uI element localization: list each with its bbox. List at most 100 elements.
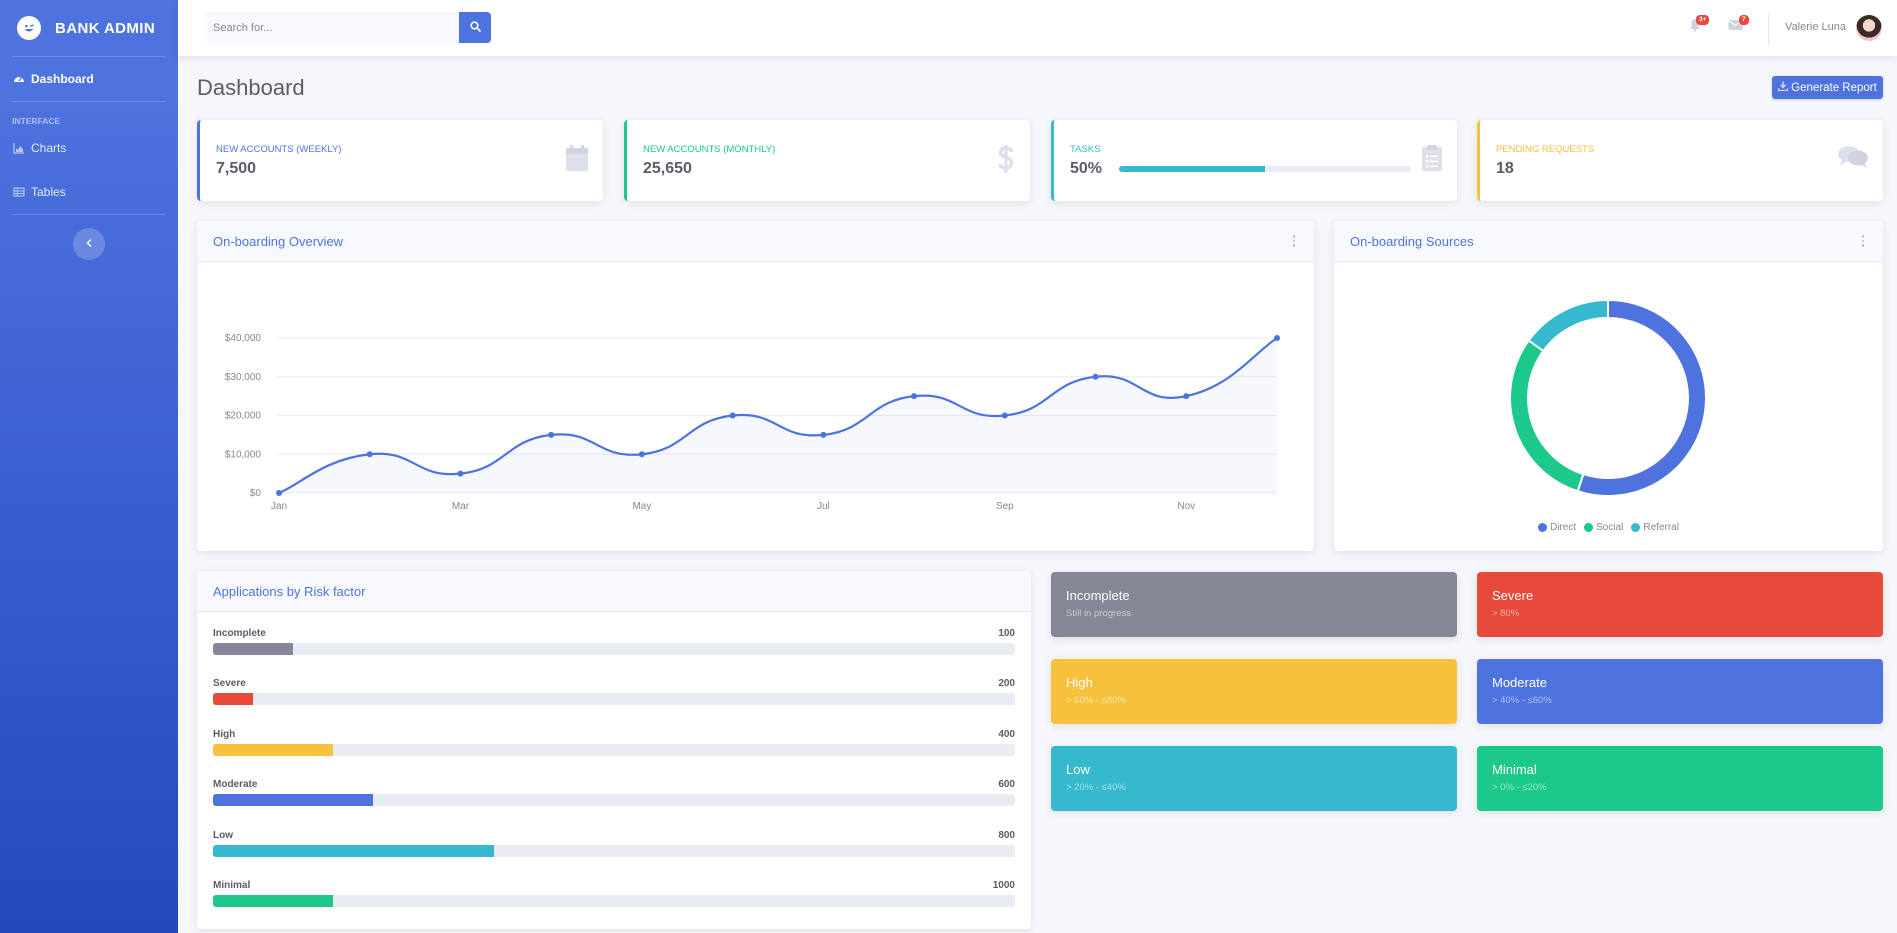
stat-value: 50% — [1070, 160, 1103, 177]
stat-value: 18 — [1496, 160, 1514, 177]
download-icon — [1778, 81, 1789, 94]
risk-row-high: High 400 — [213, 729, 1015, 769]
series-line — [278, 337, 1278, 495]
dollar-icon — [998, 144, 1014, 179]
risk-row-severe: Severe 200 — [213, 678, 1015, 718]
risk-tile-incomplete: Incomplete Still in progress — [1051, 572, 1457, 637]
topbar-divider — [1768, 13, 1769, 44]
risk-tile-minimal: Minimal > 0% - ≤20% — [1477, 746, 1883, 811]
data-point[interactable] — [1274, 335, 1280, 341]
tile-subtitle: > 80% — [1492, 608, 1520, 619]
risk-value: 1000 — [992, 880, 1015, 891]
search-button[interactable] — [459, 12, 491, 43]
legend-swatch — [1538, 523, 1548, 532]
messages-dropdown[interactable]: 7 — [1728, 15, 1749, 36]
legend-swatch — [1584, 523, 1594, 532]
legend-item-social[interactable]: Social — [1584, 522, 1623, 533]
donut-slice-social[interactable] — [1509, 338, 1585, 493]
risk-value: 200 — [998, 678, 1015, 690]
data-point[interactable] — [276, 490, 282, 496]
risk-row-low: Low 800 — [213, 830, 1015, 870]
more-vertical-icon[interactable] — [1290, 235, 1298, 247]
tile-subtitle: > 60% - ≤80% — [1066, 695, 1126, 706]
stat-value: 7,500 — [216, 160, 257, 177]
sidebar: BANK ADMIN Dashboard INTERFACE Charts Ta… — [0, 0, 178, 933]
sidebar-heading: INTERFACE — [12, 116, 61, 126]
sidebar-divider — [12, 56, 166, 57]
tile-subtitle: > 20% - ≤40% — [1066, 782, 1126, 793]
stat-label: TASKS — [1070, 144, 1101, 155]
risk-tile-severe: Severe > 80% — [1477, 572, 1883, 637]
brand[interactable]: BANK ADMIN — [0, 0, 178, 56]
donut-slice-referral[interactable] — [1527, 298, 1609, 353]
laugh-wink-icon — [17, 16, 41, 40]
chart-area-icon — [13, 142, 25, 154]
data-point[interactable] — [548, 431, 555, 438]
data-point[interactable] — [1001, 412, 1008, 419]
line-chart: $0 $10,000 $20,000 $30,000 $40,000 Jan Mar May J… — [225, 333, 1280, 512]
progress-fill — [213, 693, 254, 706]
data-point[interactable] — [366, 451, 373, 458]
risk-card: Applications by Risk factor Incomplete 10… — [197, 571, 1031, 929]
risk-progress-bar — [213, 895, 1015, 907]
risk-row-minimal: Minimal 1000 — [213, 880, 1015, 920]
stat-label: NEW ACCOUNTS (WEEKLY) — [216, 144, 342, 155]
donut-chart — [1509, 298, 1707, 497]
y-tick-label: $0 — [250, 488, 262, 499]
alerts-dropdown[interactable]: 3+ — [1688, 15, 1710, 37]
risk-value: 100 — [998, 628, 1015, 639]
stat-value: 25,650 — [643, 160, 692, 177]
card-title: On-boarding Overview — [213, 233, 344, 249]
table-icon — [13, 186, 25, 198]
stat-card-tasks: TASKS 50% — [1051, 120, 1457, 201]
donut-slice-direct[interactable] — [1576, 298, 1707, 497]
progress-fill — [213, 844, 494, 857]
sidebar-item-tables[interactable]: Tables — [0, 170, 178, 214]
sidebar-item-dashboard[interactable]: Dashboard — [0, 57, 178, 101]
chart-legend: Direct Social Referral — [1334, 522, 1883, 533]
sidebar-item-charts[interactable]: Charts — [0, 126, 178, 170]
y-tick-label: $30,000 — [225, 372, 262, 383]
data-point[interactable] — [729, 412, 736, 419]
search-input[interactable] — [205, 12, 459, 43]
generate-report-button[interactable]: Generate Report — [1772, 76, 1883, 99]
data-point[interactable] — [911, 393, 918, 400]
data-point[interactable] — [638, 451, 645, 458]
risk-progress-bar — [213, 844, 1015, 857]
overview-card: On-boarding Overview $0 $10,000 $20,000 $30… — [197, 221, 1314, 551]
sidebar-toggle-button[interactable] — [73, 228, 105, 260]
risk-label: High — [213, 728, 236, 740]
more-vertical-icon[interactable] — [1859, 235, 1867, 247]
risk-label: Low — [213, 829, 233, 841]
card-title: Applications by Risk factor — [213, 583, 366, 599]
stat-card-monthly: NEW ACCOUNTS (MONTHLY) 25,650 — [624, 120, 1030, 201]
line-area — [279, 338, 1277, 493]
legend-item-referral[interactable]: Referral — [1631, 522, 1679, 533]
legend-swatch — [1631, 523, 1641, 532]
risk-progress-bar — [213, 794, 1015, 807]
chevron-left-icon — [84, 235, 94, 253]
risk-row-incomplete: Incomplete 100 — [213, 628, 1015, 668]
sidebar-item-label: Dashboard — [31, 72, 94, 86]
tile-subtitle: > 40% - ≤60% — [1492, 695, 1552, 706]
data-point[interactable] — [457, 470, 464, 477]
sidebar-divider — [12, 214, 166, 215]
x-tick-label: Jan — [271, 501, 287, 512]
stat-label: NEW ACCOUNTS (MONTHLY) — [643, 144, 776, 155]
clipboard-icon — [1421, 144, 1443, 177]
legend-item-direct[interactable]: Direct — [1538, 522, 1576, 533]
data-point[interactable] — [1092, 373, 1099, 380]
search-bar — [205, 12, 491, 43]
calendar-icon — [565, 144, 589, 177]
y-tick-label: $20,000 — [225, 411, 262, 422]
x-tick-label: Mar — [452, 501, 470, 512]
risk-value: 400 — [998, 728, 1015, 740]
data-point[interactable] — [1183, 393, 1190, 400]
user-name[interactable]: Valerie Luna — [1785, 21, 1846, 33]
stat-card-pending: PENDING REQUESTS 18 — [1477, 120, 1883, 201]
data-point[interactable] — [820, 431, 827, 438]
tile-title: Incomplete — [1066, 588, 1130, 603]
avatar[interactable] — [1856, 15, 1882, 41]
tile-subtitle: Still in progress — [1066, 608, 1131, 619]
risk-tile-moderate: Moderate > 40% - ≤60% — [1477, 659, 1883, 724]
